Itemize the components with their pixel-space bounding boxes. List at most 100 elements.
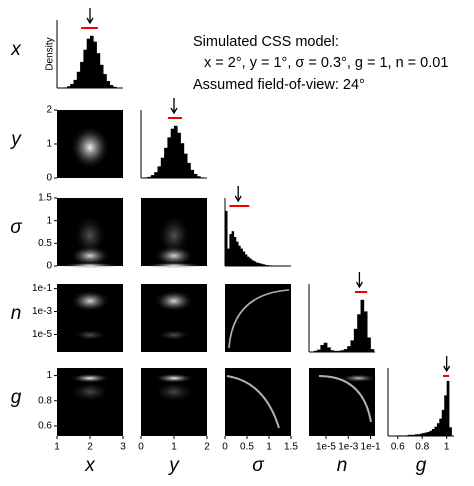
- x-tick-label: 0.8: [415, 442, 429, 453]
- density-blob: [60, 263, 119, 268]
- row-label: y: [9, 129, 22, 150]
- density-blob: [70, 290, 110, 312]
- histogram-bar: [430, 431, 433, 436]
- x-tick-label: 1.5: [284, 442, 298, 453]
- histogram-bar: [181, 143, 185, 178]
- histogram-bar: [232, 231, 235, 266]
- x-tick-label: 0.5: [240, 442, 254, 453]
- column-label: n: [337, 455, 348, 476]
- true-value-arrow: [171, 98, 177, 113]
- x-tick-label: 1e-3: [338, 442, 358, 453]
- x-tick-label: 1: [171, 442, 177, 453]
- y-tick-label: 2: [46, 105, 52, 116]
- x-tick-label: 1: [266, 442, 272, 453]
- histogram-bar: [354, 329, 358, 352]
- histogram-bar: [238, 246, 241, 266]
- x-tick-label: 2: [87, 442, 93, 453]
- y-tick-label: 0: [46, 173, 52, 184]
- histogram-bar: [327, 347, 331, 352]
- density-blob: [154, 382, 194, 402]
- annotation-params: x = 2°, y = 1°, σ = 0.3°, g = 1, n = 0.0…: [204, 55, 448, 71]
- histogram-bar: [164, 148, 168, 178]
- histogram-bar: [93, 42, 97, 88]
- histogram-bar: [247, 257, 250, 266]
- histogram-bar: [442, 410, 445, 436]
- column-label: σ: [252, 455, 265, 476]
- x-tick-label: 1e-1: [361, 442, 381, 453]
- true-value-arrow: [235, 186, 241, 201]
- histogram-bar: [161, 158, 165, 178]
- density-image: [225, 284, 291, 352]
- density-blob: [74, 330, 107, 341]
- x-tick-label: 3: [120, 442, 126, 453]
- histogram-bar: [361, 300, 365, 352]
- histogram-bar: [236, 242, 239, 266]
- density-blob: [70, 373, 110, 383]
- histogram-bar: [103, 74, 107, 88]
- histogram-bar: [184, 154, 188, 178]
- x-tick-label: 1: [54, 442, 60, 453]
- y-tick-label: 0: [46, 261, 52, 272]
- histogram-bar: [187, 163, 191, 178]
- histogram-bar: [350, 340, 354, 352]
- histogram-bar: [427, 432, 430, 436]
- histogram-bar: [447, 381, 450, 436]
- annotation-fov: Assumed field-of-view: 24°: [193, 77, 365, 93]
- x-tick-label: 0: [138, 442, 144, 453]
- x-tick-label: 1: [444, 442, 450, 453]
- histogram-bar: [70, 84, 74, 88]
- histogram-bar: [367, 338, 371, 353]
- y-tick-label: 1: [46, 139, 52, 150]
- y-tick-label: 1: [46, 370, 52, 381]
- true-value-arrow: [444, 356, 450, 371]
- y-tick-label: 1e-1: [32, 283, 52, 294]
- y-tick-label: 0.8: [38, 395, 52, 406]
- true-value-arrow: [356, 272, 362, 287]
- histogram-bar: [434, 427, 437, 436]
- histogram-bar: [174, 126, 178, 178]
- y-tick-label: 1e-3: [32, 306, 52, 317]
- density-blob: [70, 382, 110, 402]
- histogram-bar: [254, 261, 257, 266]
- histogram-bar: [444, 395, 447, 436]
- histogram-bar: [432, 429, 435, 436]
- histogram-bar: [87, 39, 91, 88]
- histogram-bar: [100, 65, 104, 88]
- histogram-bar: [251, 260, 254, 266]
- histogram-bar: [324, 343, 328, 352]
- annotation-title: Simulated CSS model:: [193, 34, 339, 50]
- histogram-bar: [158, 166, 162, 178]
- true-value-arrow: [87, 8, 93, 23]
- histogram-bar: [240, 249, 243, 266]
- histogram-bar: [171, 129, 175, 178]
- histogram-bar: [83, 50, 87, 88]
- histogram-bar: [347, 346, 351, 352]
- y-tick-label: 1.5: [38, 193, 52, 204]
- histogram-bar: [245, 254, 248, 266]
- row-label: x: [10, 39, 22, 60]
- histogram-bar: [97, 53, 101, 88]
- density-blob: [158, 215, 191, 256]
- histogram-bar: [154, 172, 158, 178]
- histogram-bar: [320, 345, 324, 352]
- y-tick-label: 1: [46, 215, 52, 226]
- histogram-bar: [234, 237, 237, 266]
- histogram-bar: [167, 137, 171, 178]
- histogram-bar: [364, 311, 368, 352]
- histogram-bar: [80, 62, 84, 88]
- histogram-bar: [74, 80, 78, 88]
- row-label: σ: [10, 217, 23, 238]
- histogram-bar: [449, 427, 452, 436]
- histogram-bar: [191, 170, 195, 178]
- row-label: n: [11, 303, 22, 324]
- y-tick-label: 0.5: [38, 238, 52, 249]
- density-blob: [154, 290, 194, 312]
- histogram-bar: [177, 133, 181, 178]
- density-blob: [144, 263, 203, 268]
- histogram-bar: [437, 423, 440, 436]
- histogram-bar: [77, 72, 81, 88]
- histogram-bar: [227, 249, 230, 266]
- histogram-bar: [249, 258, 252, 266]
- density-blob: [74, 215, 107, 256]
